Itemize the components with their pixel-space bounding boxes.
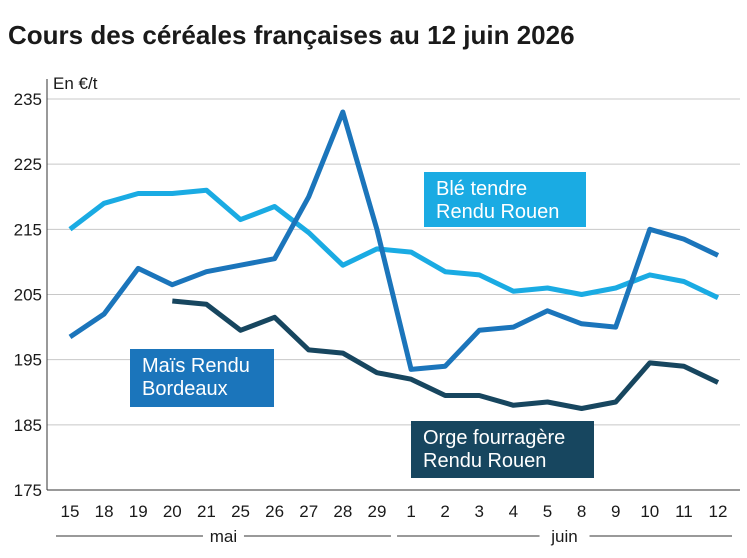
x-tick-label: 28 (333, 502, 352, 521)
x-tick-label: 19 (129, 502, 148, 521)
x-tick-label: 12 (709, 502, 728, 521)
x-tick-label: 20 (163, 502, 182, 521)
x-tick-label: 3 (475, 502, 484, 521)
series-label-text: Rendu Rouen (423, 450, 546, 472)
series-line-2 (172, 298, 720, 411)
series-label-text: Orge fourragère (423, 427, 565, 449)
x-tick-label: 25 (231, 502, 250, 521)
series-label-text: Blé tendre (436, 178, 527, 200)
series-label-box (424, 172, 586, 227)
x-tick-label: 26 (265, 502, 284, 521)
y-axis-unit-label: En €/t (53, 74, 98, 93)
x-tick-label: 29 (367, 502, 386, 521)
y-tick-label: 205 (14, 286, 42, 305)
x-tick-label: 9 (611, 502, 620, 521)
x-tick-label: 2 (440, 502, 449, 521)
x-tick-label: 18 (95, 502, 114, 521)
y-tick-label: 195 (14, 351, 42, 370)
y-tick-label: 225 (14, 155, 42, 174)
x-tick-label: 27 (299, 502, 318, 521)
series-label-text: Bordeaux (142, 378, 228, 400)
x-tick-label: 21 (197, 502, 216, 521)
x-axis-ticks: 15 18 19 20 21 25 26 27 28 29 1 2 3 4 5 8 9 10 11 12 (61, 502, 728, 521)
x-tick-label: 11 (675, 502, 693, 521)
x-tick-label: 1 (406, 502, 415, 521)
y-axis-ticks: 175 185 195 205 215 225 235 (14, 90, 42, 500)
month-label: mai (210, 527, 237, 546)
series-line-0 (68, 187, 720, 301)
x-tick-label: 4 (509, 502, 518, 521)
x-tick-label: 8 (577, 502, 586, 521)
y-tick-label: 215 (14, 220, 42, 239)
x-tick-label: 5 (543, 502, 552, 521)
series-label-text: Maïs Rendu (142, 355, 250, 377)
chart-title: Cours des céréales françaises au 12 juin… (8, 20, 575, 50)
y-tick-label: 175 (14, 481, 42, 500)
gridlines (46, 79, 740, 491)
month-axis: mai juin (56, 527, 732, 546)
series-label-box (411, 421, 594, 478)
series-label-text: Rendu Rouen (436, 201, 559, 223)
month-label: juin (550, 527, 577, 546)
y-tick-label: 235 (14, 90, 42, 109)
series-line-1 (68, 109, 720, 372)
series-label-box (130, 349, 274, 407)
x-tick-label: 15 (61, 502, 80, 521)
y-tick-label: 185 (14, 416, 42, 435)
series-lines (68, 109, 720, 411)
x-tick-label: 10 (640, 502, 659, 521)
